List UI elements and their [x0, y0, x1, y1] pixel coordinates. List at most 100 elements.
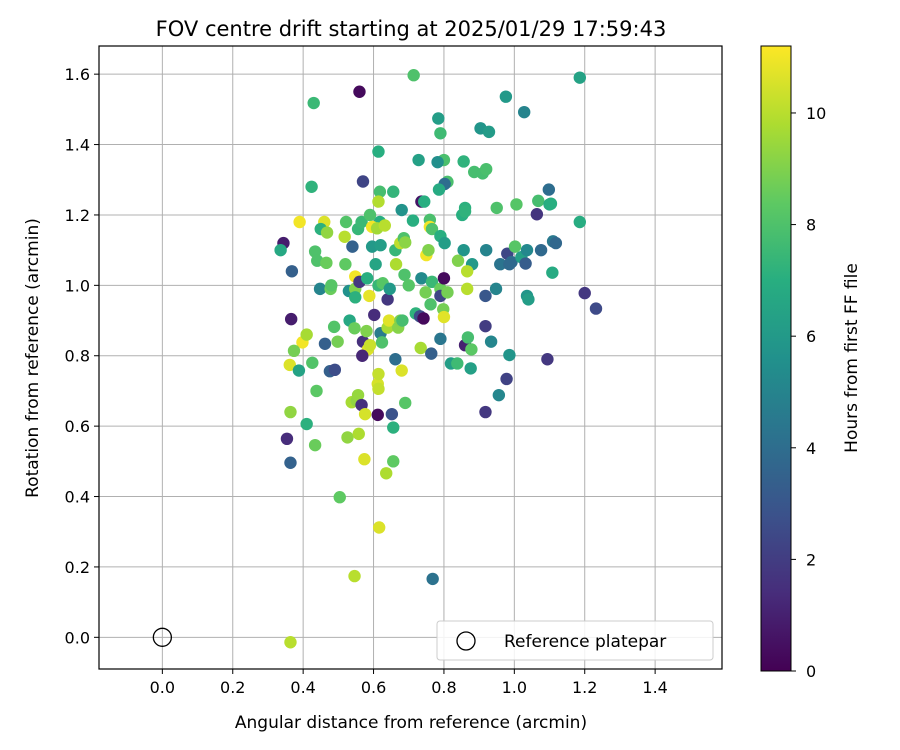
reference-marker [152, 627, 173, 647]
data-point [479, 319, 492, 333]
data-point [387, 455, 400, 468]
data-point [327, 320, 341, 334]
data-point [320, 256, 333, 270]
data-point [339, 258, 352, 271]
y-tick-label: 0.0 [65, 628, 90, 647]
legend: Reference platepar [436, 620, 714, 661]
data-point [283, 358, 296, 372]
data-point [341, 431, 354, 444]
colorbar-ticks: 0 2 4 6 8 10 [791, 104, 826, 681]
legend-marker [456, 631, 476, 651]
x-tick-label: 0.0 [150, 678, 175, 697]
data-point [369, 258, 382, 271]
data-point [457, 243, 470, 257]
data-point [313, 282, 327, 296]
y-tick-label: 0.4 [65, 488, 90, 507]
colorbar-tick-label: 8 [806, 216, 816, 235]
data-point [320, 226, 334, 239]
data-point [457, 155, 470, 168]
data-point [395, 203, 408, 217]
data-point [510, 198, 523, 211]
data-point [363, 208, 377, 222]
data-point [363, 289, 376, 303]
data-point [308, 438, 322, 452]
data-point [437, 310, 451, 324]
data-point [381, 293, 394, 306]
data-point [358, 407, 372, 421]
data-point [396, 314, 409, 327]
data-point [372, 367, 385, 381]
data-point [530, 208, 544, 221]
data-point [432, 183, 446, 196]
x-tick-label: 1.0 [502, 678, 527, 697]
colorbar-tick-label: 0 [806, 662, 816, 681]
x-tick-label: 0.8 [431, 678, 456, 697]
data-point [434, 332, 447, 346]
data-point [372, 521, 386, 534]
data-point [307, 96, 320, 110]
data-point [461, 331, 475, 344]
data-point [458, 205, 472, 218]
plot-frame [98, 45, 723, 670]
y-tick-label: 1.2 [65, 206, 90, 225]
data-point [517, 105, 531, 119]
data-point [399, 236, 412, 249]
data-point [355, 215, 368, 229]
data-point [378, 219, 392, 232]
data-point [374, 239, 387, 252]
data-point [460, 265, 474, 278]
data-point [383, 282, 396, 296]
data-point [534, 243, 548, 257]
data-point [425, 347, 438, 360]
data-point [520, 243, 534, 257]
data-point [349, 291, 362, 304]
data-point [346, 240, 359, 253]
data-point [503, 258, 516, 271]
data-point [284, 405, 297, 419]
data-point [417, 312, 430, 325]
data-point [356, 349, 369, 362]
data-point [406, 214, 420, 227]
data-point [360, 324, 373, 338]
data-point [372, 145, 385, 158]
data-point [352, 427, 365, 441]
data-point [549, 236, 563, 250]
data-point [479, 289, 492, 303]
data-point [425, 222, 439, 236]
data-point [353, 85, 366, 98]
data-point [351, 388, 365, 402]
data-point [363, 338, 377, 352]
data-point [541, 353, 554, 366]
data-point [441, 286, 454, 299]
data-point [361, 272, 374, 285]
data-point [460, 282, 474, 296]
data-point [325, 279, 338, 292]
y-tick-label: 1.0 [65, 276, 90, 295]
data-point [333, 491, 346, 504]
data-point [310, 384, 323, 398]
data-point [318, 337, 332, 350]
data-point [418, 195, 431, 208]
data-point [372, 195, 385, 208]
data-point [484, 335, 498, 348]
data-point [490, 201, 503, 215]
data-point [407, 69, 420, 82]
data-point [339, 215, 353, 229]
y-tick-label: 1.6 [65, 65, 90, 84]
colorbar-tick-label: 4 [806, 439, 816, 458]
data-point [589, 302, 603, 315]
data-point [479, 405, 492, 419]
data-point [280, 432, 294, 446]
colorbar-label: Hours from first FF file [842, 263, 862, 453]
x-tick-label: 1.4 [642, 678, 667, 697]
data-point [479, 243, 493, 257]
data-point [546, 266, 559, 279]
grid [99, 46, 722, 669]
data-point [489, 282, 503, 296]
data-point [508, 240, 522, 253]
data-point [398, 268, 411, 281]
data-point [284, 636, 297, 649]
data-point [412, 153, 425, 167]
data-point [287, 344, 301, 358]
data-point [451, 357, 464, 370]
